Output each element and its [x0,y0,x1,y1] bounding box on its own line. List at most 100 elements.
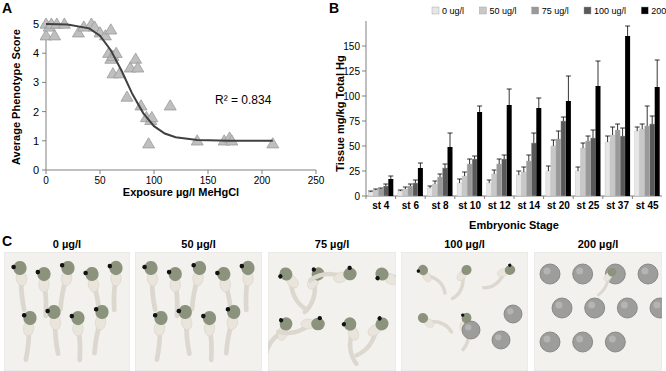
panel-c: C0 µg/l50 µg/l75 µg/l100 µg/l200 µg/l [2,233,666,371]
bar [556,139,561,196]
error-bar [551,140,556,146]
eye [108,264,113,269]
error-bar [521,167,526,172]
head [226,304,241,320]
error-bar [443,164,448,168]
error-bar [477,106,482,112]
bar [591,138,596,196]
x-tick-label: 150 [200,175,217,186]
error-bar [383,184,388,186]
x-tick [154,170,155,174]
y-tick [42,111,46,112]
x-tick-label: st 20 [547,200,570,211]
y-tick [42,82,46,83]
egg-highlight [556,302,563,309]
embryo [415,261,446,300]
embryo [310,263,359,293]
error-bar [438,174,443,177]
embryo [268,315,294,364]
bar [492,174,497,196]
eye [153,313,158,318]
error-bar [566,76,571,101]
egg [492,331,510,349]
point [130,53,142,63]
photo-background [534,252,662,371]
embryo [54,260,76,311]
bar [502,159,507,196]
error-bar [620,128,625,136]
egg-highlight [576,336,583,343]
bar [605,142,610,196]
egg-highlight [576,268,583,275]
head [94,304,109,320]
embryo [201,311,216,360]
x-axis-label: Embryonic Stage [469,219,559,231]
error-bar [531,133,536,143]
figure: A012345050100150200250Exposure µg/l MeHg… [0,0,666,371]
embryo [16,310,38,361]
legend-label: 200 ug/l [651,6,666,16]
embryo [142,260,164,311]
head [606,266,618,278]
legend-label: 50 ug/l [489,6,516,16]
x-tick-label: st 45 [636,200,659,211]
error-bar [507,89,512,105]
y-tick-label: 5 [33,18,39,30]
head [22,310,37,326]
error-bar [418,163,423,168]
head [71,311,84,325]
point [267,138,279,148]
embryo [291,264,329,313]
error-bar [516,171,521,175]
error-bar [497,159,502,164]
embryo [220,304,242,355]
egg [638,264,658,284]
embryo [339,316,369,365]
egg [573,332,593,352]
x-tick [514,196,515,199]
plot-area [40,18,279,148]
bar [378,189,383,196]
eye [461,313,465,317]
head [459,263,473,277]
embryo [479,262,518,289]
x-tick-label: st 8 [431,200,449,211]
x-tick [208,170,209,174]
error-bar [536,98,541,108]
eye [70,314,75,319]
x-tick-label: st 6 [402,200,420,211]
bar [433,184,438,196]
y-tick [362,146,366,147]
photo [268,252,396,371]
legend-label: 100 ug/l [594,6,626,16]
eye [240,264,245,269]
panel-label: B [329,0,339,16]
eye [45,308,50,313]
eye [277,273,283,279]
eye [36,270,41,275]
eye [142,264,147,269]
head [373,315,391,333]
y-axis [366,21,367,196]
bar [546,171,551,196]
egg-highlight [642,268,649,275]
bar [507,105,512,196]
panel-label: A [2,0,12,16]
egg [617,298,637,318]
egg [462,321,480,339]
head [311,318,325,331]
bar [497,164,502,196]
egg-highlight [544,268,551,275]
photo [401,252,528,371]
eye [167,270,172,275]
embryo [592,266,619,296]
egg [504,305,522,323]
error-bar [448,133,453,147]
bar [403,189,408,196]
bar [472,159,477,196]
bar [413,183,418,196]
x-axis-label: Exposure µg/l MeHgCl [123,186,239,198]
error-bar [373,189,378,190]
egg-highlight [465,324,471,330]
eye [416,269,421,274]
